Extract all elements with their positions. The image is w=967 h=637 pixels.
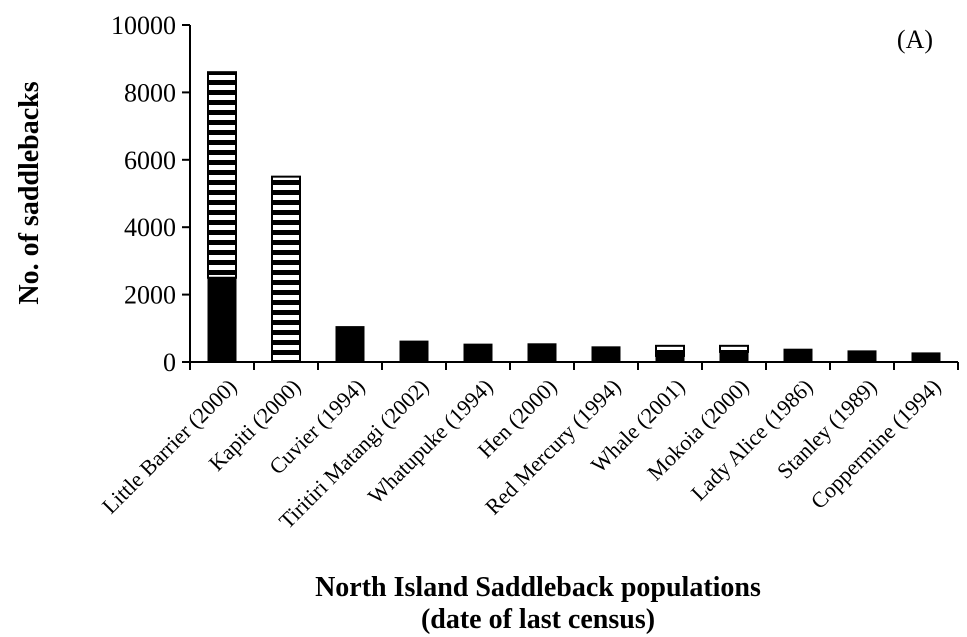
bar-solid (399, 340, 429, 363)
bar-solid (335, 326, 365, 363)
bar-striped (271, 175, 301, 363)
x-tick-labels: Little Barrier (2000)Kapiti (2000)Cuvier… (97, 374, 946, 534)
y-ticks: 0 2000 4000 6000 8000 10000 (111, 11, 190, 377)
bar-solid (719, 351, 749, 363)
x-axis-title: North Island Saddleback populations (315, 572, 761, 603)
bar-striped (719, 344, 749, 353)
bar-solid (591, 346, 621, 363)
y-tick-label: 2000 (124, 281, 176, 310)
bar-solid (911, 352, 941, 363)
y-tick-label: 4000 (124, 213, 176, 242)
y-tick-label: 8000 (124, 78, 176, 107)
bar-striped (655, 344, 685, 357)
y-tick-label: 0 (163, 348, 176, 377)
bar-solid (527, 343, 557, 363)
y-tick-label: 10000 (111, 11, 176, 40)
x-ticks (189, 362, 959, 370)
y-axis-title: No. of saddlebacks (14, 81, 45, 304)
bar-solid (847, 350, 877, 363)
bar-solid (783, 348, 813, 363)
x-axis-title-line2: (date of last census) (421, 604, 655, 635)
bars (207, 71, 941, 363)
panel-label: (A) (897, 25, 933, 54)
bar-solid (463, 343, 493, 363)
y-tick-label: 6000 (124, 146, 176, 175)
bar-solid (207, 277, 237, 363)
bar-striped (207, 71, 237, 279)
